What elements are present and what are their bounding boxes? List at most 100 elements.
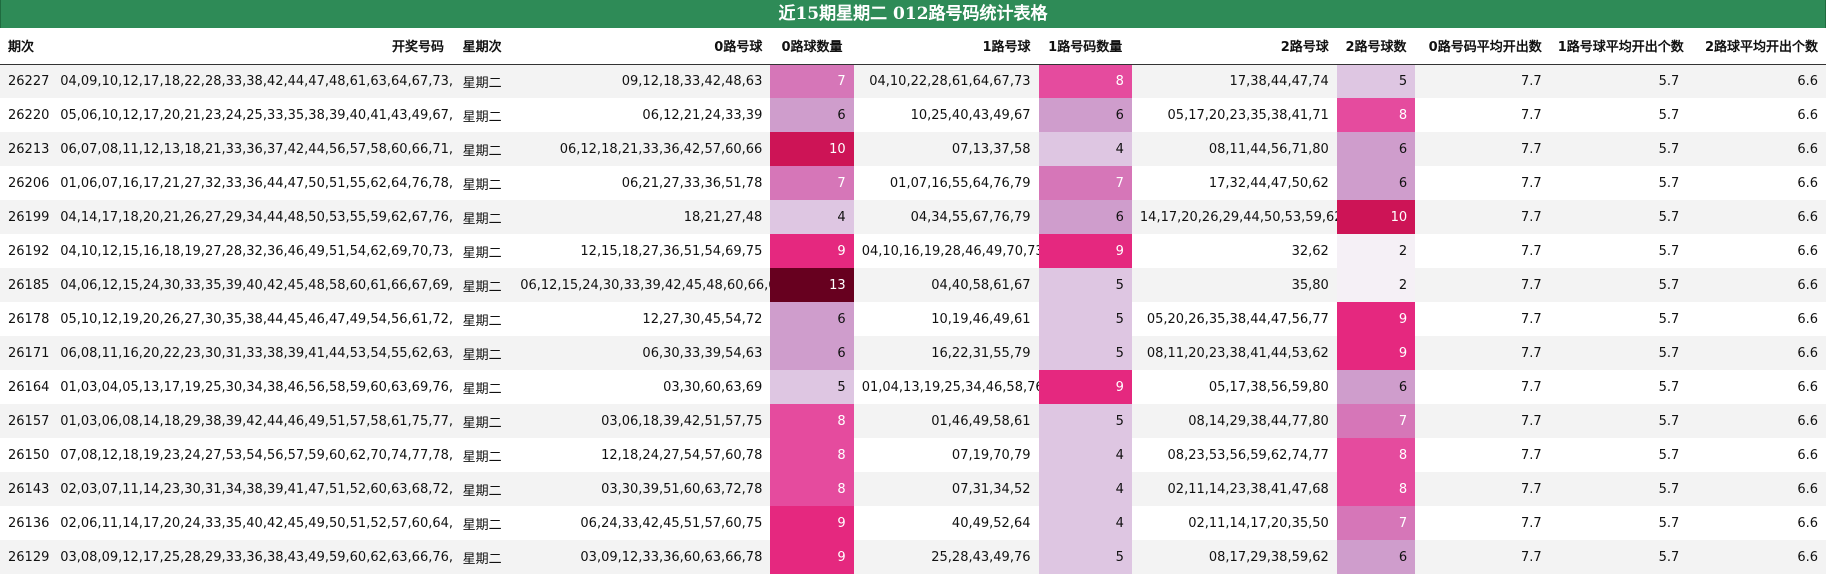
draw-numbers-cell: 05,06,10,12,17,20,21,23,24,25,33,35,38,3… [52, 98, 452, 132]
route2-count-cell: 7 [1336, 404, 1416, 438]
weekday-cell: 星期二 [451, 132, 513, 166]
issue-cell: 26157 [0, 404, 53, 438]
weekday-cell: 星期二 [451, 370, 513, 404]
route2-balls-cell: 32,62 [1131, 234, 1337, 268]
route2-balls-cell: 08,23,53,56,59,62,74,77 [1131, 438, 1337, 472]
route1-count-cell: 8 [1038, 64, 1132, 98]
route1-balls-cell: 04,34,55,67,76,79 [853, 200, 1039, 234]
statistics-table: 期次 开奖号码 星期次 0路号球 0路球数量 1路号球 1路号码数量 2路号球 … [0, 28, 1826, 574]
route0-count-cell: 13 [770, 268, 854, 302]
table-row: 26206 01,06,07,16,17,21,27,32,33,36,44,47… [0, 166, 1826, 200]
route1-balls-cell: 01,46,49,58,61 [853, 404, 1039, 438]
header-route2-balls[interactable]: 2路号球 [1131, 28, 1337, 65]
header-route0-count[interactable]: 0路球数量 [770, 28, 854, 65]
draw-numbers-cell: 06,08,11,16,20,22,23,30,31,33,38,39,41,4… [52, 336, 452, 370]
route0-average-cell: 7.7 [1415, 472, 1550, 506]
route2-count-cell: 8 [1336, 472, 1416, 506]
weekday-cell: 星期二 [451, 506, 513, 540]
route2-average-cell: 6.6 [1687, 506, 1826, 540]
header-weekday[interactable]: 星期次 [451, 28, 513, 65]
route2-balls-cell: 05,17,20,23,35,38,41,71 [1131, 98, 1337, 132]
route2-average-cell: 6.6 [1687, 166, 1826, 200]
table-row: 26220 05,06,10,12,17,20,21,23,24,25,33,35… [0, 98, 1826, 132]
header-route2-count[interactable]: 2路号球数 [1336, 28, 1416, 65]
route0-count-cell: 8 [770, 438, 854, 472]
header-route0-balls[interactable]: 0路号球 [512, 28, 771, 65]
table-row: 26143 02,03,07,11,14,23,30,31,34,38,39,41… [0, 472, 1826, 506]
route2-average-cell: 6.6 [1687, 336, 1826, 370]
route1-average-cell: 5.7 [1549, 540, 1688, 574]
route0-average-cell: 7.7 [1415, 64, 1550, 98]
route2-count-cell: 8 [1336, 98, 1416, 132]
issue-cell: 26143 [0, 472, 53, 506]
draw-numbers-cell: 04,14,17,18,20,21,26,27,29,34,44,48,50,5… [52, 200, 452, 234]
route2-balls-cell: 08,14,29,38,44,77,80 [1131, 404, 1337, 438]
route2-balls-cell: 08,11,44,56,71,80 [1131, 132, 1337, 166]
route0-balls-cell: 18,21,27,48 [512, 200, 771, 234]
route2-balls-cell: 17,38,44,47,74 [1131, 64, 1337, 98]
route0-count-cell: 10 [770, 132, 854, 166]
route0-average-cell: 7.7 [1415, 438, 1550, 472]
table-row: 26227 04,09,10,12,17,18,22,28,33,38,42,44… [0, 64, 1826, 98]
route0-count-cell: 7 [770, 64, 854, 98]
route0-average-cell: 7.7 [1415, 132, 1550, 166]
route0-balls-cell: 12,15,18,27,36,51,54,69,75 [512, 234, 771, 268]
issue-cell: 26185 [0, 268, 53, 302]
route1-average-cell: 5.7 [1549, 132, 1688, 166]
route2-balls-cell: 05,17,38,56,59,80 [1131, 370, 1337, 404]
header-route0-average[interactable]: 0路号码平均开出数 [1415, 28, 1550, 65]
table-row: 26129 03,08,09,12,17,25,28,29,33,36,38,43… [0, 540, 1826, 574]
route2-balls-cell: 35,80 [1131, 268, 1337, 302]
route2-balls-cell: 02,11,14,23,38,41,47,68 [1131, 472, 1337, 506]
route2-average-cell: 6.6 [1687, 404, 1826, 438]
header-route1-balls[interactable]: 1路号球 [853, 28, 1039, 65]
issue-cell: 26199 [0, 200, 53, 234]
route2-balls-cell: 08,11,20,23,38,41,44,53,62 [1131, 336, 1337, 370]
header-route1-count[interactable]: 1路号码数量 [1038, 28, 1132, 65]
route1-average-cell: 5.7 [1549, 336, 1688, 370]
draw-numbers-cell: 01,03,04,05,13,17,19,25,30,34,38,46,56,5… [52, 370, 452, 404]
route0-average-cell: 7.7 [1415, 234, 1550, 268]
route1-balls-cell: 04,40,58,61,67 [853, 268, 1039, 302]
route0-average-cell: 7.7 [1415, 166, 1550, 200]
header-route1-average[interactable]: 1路号球平均开出个数 [1549, 28, 1688, 65]
route2-balls-cell: 08,17,29,38,59,62 [1131, 540, 1337, 574]
route0-count-cell: 6 [770, 336, 854, 370]
route1-count-cell: 5 [1038, 336, 1132, 370]
draw-numbers-cell: 03,08,09,12,17,25,28,29,33,36,38,43,49,5… [52, 540, 452, 574]
route2-count-cell: 6 [1336, 370, 1416, 404]
draw-numbers-cell: 01,06,07,16,17,21,27,32,33,36,44,47,50,5… [52, 166, 452, 200]
route0-balls-cell: 06,12,15,24,30,33,39,42,45,48,60,66,69 [512, 268, 771, 302]
table-row: 26171 06,08,11,16,20,22,23,30,31,33,38,39… [0, 336, 1826, 370]
route2-count-cell: 7 [1336, 506, 1416, 540]
route2-count-cell: 6 [1336, 540, 1416, 574]
route1-count-cell: 4 [1038, 472, 1132, 506]
route2-average-cell: 6.6 [1687, 98, 1826, 132]
route1-balls-cell: 04,10,16,19,28,46,49,70,73 [853, 234, 1039, 268]
route0-balls-cell: 03,30,39,51,60,63,72,78 [512, 472, 771, 506]
route0-average-cell: 7.7 [1415, 336, 1550, 370]
header-route2-average[interactable]: 2路球平均开出个数 [1687, 28, 1826, 65]
route0-count-cell: 9 [770, 234, 854, 268]
route0-balls-cell: 03,30,60,63,69 [512, 370, 771, 404]
table-row: 26199 04,14,17,18,20,21,26,27,29,34,44,48… [0, 200, 1826, 234]
route1-count-cell: 6 [1038, 98, 1132, 132]
weekday-cell: 星期二 [451, 64, 513, 98]
table-title: 近15期星期二 012路号码统计表格 [0, 0, 1826, 28]
route1-balls-cell: 07,31,34,52 [853, 472, 1039, 506]
route0-balls-cell: 12,18,24,27,54,57,60,78 [512, 438, 771, 472]
route0-count-cell: 8 [770, 404, 854, 438]
header-draw-numbers[interactable]: 开奖号码 [52, 28, 452, 65]
table-row: 26150 07,08,12,18,19,23,24,27,53,54,56,57… [0, 438, 1826, 472]
route1-balls-cell: 04,10,22,28,61,64,67,73 [853, 64, 1039, 98]
issue-cell: 26171 [0, 336, 53, 370]
route0-count-cell: 6 [770, 98, 854, 132]
route1-balls-cell: 07,13,37,58 [853, 132, 1039, 166]
route1-average-cell: 5.7 [1549, 472, 1688, 506]
draw-numbers-cell: 04,09,10,12,17,18,22,28,33,38,42,44,47,4… [52, 64, 452, 98]
header-issue[interactable]: 期次 [0, 28, 53, 65]
weekday-cell: 星期二 [451, 166, 513, 200]
route0-balls-cell: 09,12,18,33,42,48,63 [512, 64, 771, 98]
route2-count-cell: 10 [1336, 200, 1416, 234]
route1-balls-cell: 01,04,13,19,25,34,46,58,76 [853, 370, 1039, 404]
